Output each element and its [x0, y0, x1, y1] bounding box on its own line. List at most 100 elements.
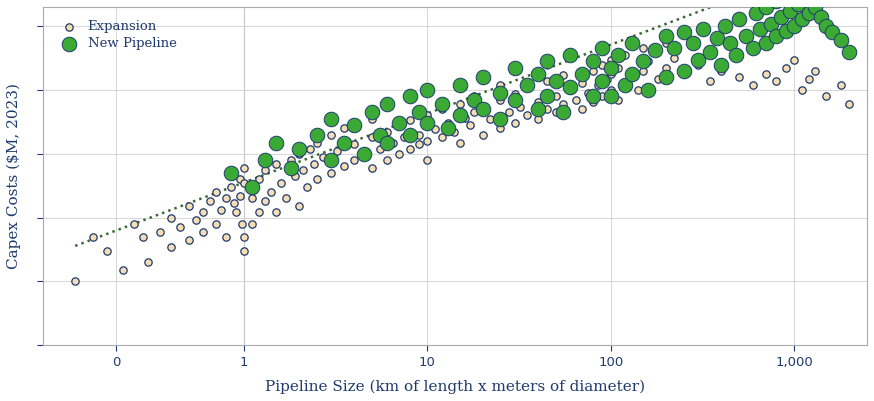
Expansion: [197, 209, 211, 216]
Expansion: [604, 87, 618, 93]
New Pipeline: [475, 106, 489, 112]
Expansion: [769, 77, 783, 84]
Expansion: [441, 120, 455, 126]
New Pipeline: [269, 139, 283, 146]
New Pipeline: [379, 139, 393, 146]
New Pipeline: [403, 132, 417, 138]
Expansion: [618, 52, 632, 59]
New Pipeline: [759, 4, 773, 10]
Expansion: [245, 221, 259, 227]
Expansion: [475, 132, 489, 138]
Expansion: [269, 209, 283, 216]
Expansion: [595, 93, 609, 99]
Expansion: [581, 90, 595, 96]
Expansion: [365, 116, 379, 122]
Expansion: [549, 109, 563, 115]
Expansion: [209, 189, 223, 195]
New Pipeline: [595, 77, 609, 84]
Expansion: [691, 61, 705, 68]
New Pipeline: [820, 23, 834, 29]
Expansion: [274, 180, 288, 186]
New Pipeline: [284, 165, 298, 171]
Y-axis label: Capex Costs ($M, 2023): Capex Costs ($M, 2023): [7, 83, 21, 269]
New Pipeline: [667, 45, 681, 51]
New Pipeline: [625, 71, 639, 77]
Expansion: [503, 109, 517, 115]
Expansion: [392, 122, 406, 128]
Expansion: [224, 184, 238, 190]
Expansion: [704, 77, 718, 84]
Expansion: [284, 157, 298, 163]
Expansion: [540, 106, 554, 112]
Expansion: [611, 97, 625, 103]
New Pipeline: [697, 26, 711, 32]
Expansion: [203, 198, 217, 205]
Expansion: [300, 184, 314, 190]
New Pipeline: [625, 40, 639, 46]
Expansion: [280, 195, 294, 202]
New Pipeline: [357, 150, 371, 157]
Expansion: [68, 278, 82, 285]
Expansion: [164, 214, 178, 221]
Expansion: [258, 167, 272, 174]
New Pipeline: [732, 16, 746, 22]
Expansion: [403, 117, 417, 123]
X-axis label: Pipeline Size (km of length x meters of diameter): Pipeline Size (km of length x meters of …: [265, 380, 645, 394]
Expansion: [310, 176, 324, 182]
Expansion: [475, 103, 489, 110]
Expansion: [357, 150, 371, 157]
New Pipeline: [441, 125, 455, 132]
Expansion: [787, 56, 801, 63]
Expansion: [258, 198, 272, 205]
New Pipeline: [659, 74, 673, 80]
New Pipeline: [508, 65, 522, 71]
Expansion: [531, 99, 545, 105]
New Pipeline: [531, 106, 545, 112]
Expansion: [127, 221, 141, 227]
New Pipeline: [563, 84, 577, 91]
New Pipeline: [493, 116, 507, 122]
Expansion: [435, 106, 449, 112]
Expansion: [379, 157, 393, 163]
Expansion: [209, 221, 223, 227]
Expansion: [264, 189, 278, 195]
Expansion: [468, 109, 482, 115]
Expansion: [237, 248, 251, 254]
Expansion: [252, 176, 266, 182]
New Pipeline: [676, 67, 690, 74]
New Pipeline: [794, 16, 808, 22]
Expansion: [347, 157, 361, 163]
New Pipeline: [636, 58, 650, 65]
Legend: Expansion, New Pipeline: Expansion, New Pipeline: [50, 14, 184, 57]
Expansion: [316, 154, 330, 160]
Expansion: [714, 67, 728, 74]
Expansion: [420, 112, 434, 119]
New Pipeline: [808, 4, 822, 10]
Expansion: [843, 101, 857, 107]
Expansion: [586, 67, 600, 74]
New Pipeline: [791, 1, 805, 8]
New Pipeline: [347, 122, 361, 128]
New Pipeline: [746, 45, 760, 51]
Expansion: [604, 56, 618, 63]
Expansion: [570, 97, 584, 103]
Expansion: [676, 71, 690, 77]
Expansion: [435, 134, 449, 141]
New Pipeline: [563, 52, 577, 59]
Expansion: [235, 221, 249, 227]
Expansion: [237, 165, 251, 171]
Expansion: [232, 176, 246, 182]
Expansion: [135, 233, 149, 240]
New Pipeline: [372, 132, 386, 138]
New Pipeline: [531, 71, 545, 77]
Expansion: [667, 55, 681, 61]
Expansion: [462, 122, 476, 128]
Expansion: [493, 82, 507, 88]
New Pipeline: [769, 0, 783, 4]
Expansion: [292, 150, 306, 157]
New Pipeline: [586, 58, 600, 65]
Expansion: [540, 77, 554, 84]
New Pipeline: [618, 82, 632, 88]
New Pipeline: [420, 120, 434, 126]
Expansion: [292, 203, 306, 209]
